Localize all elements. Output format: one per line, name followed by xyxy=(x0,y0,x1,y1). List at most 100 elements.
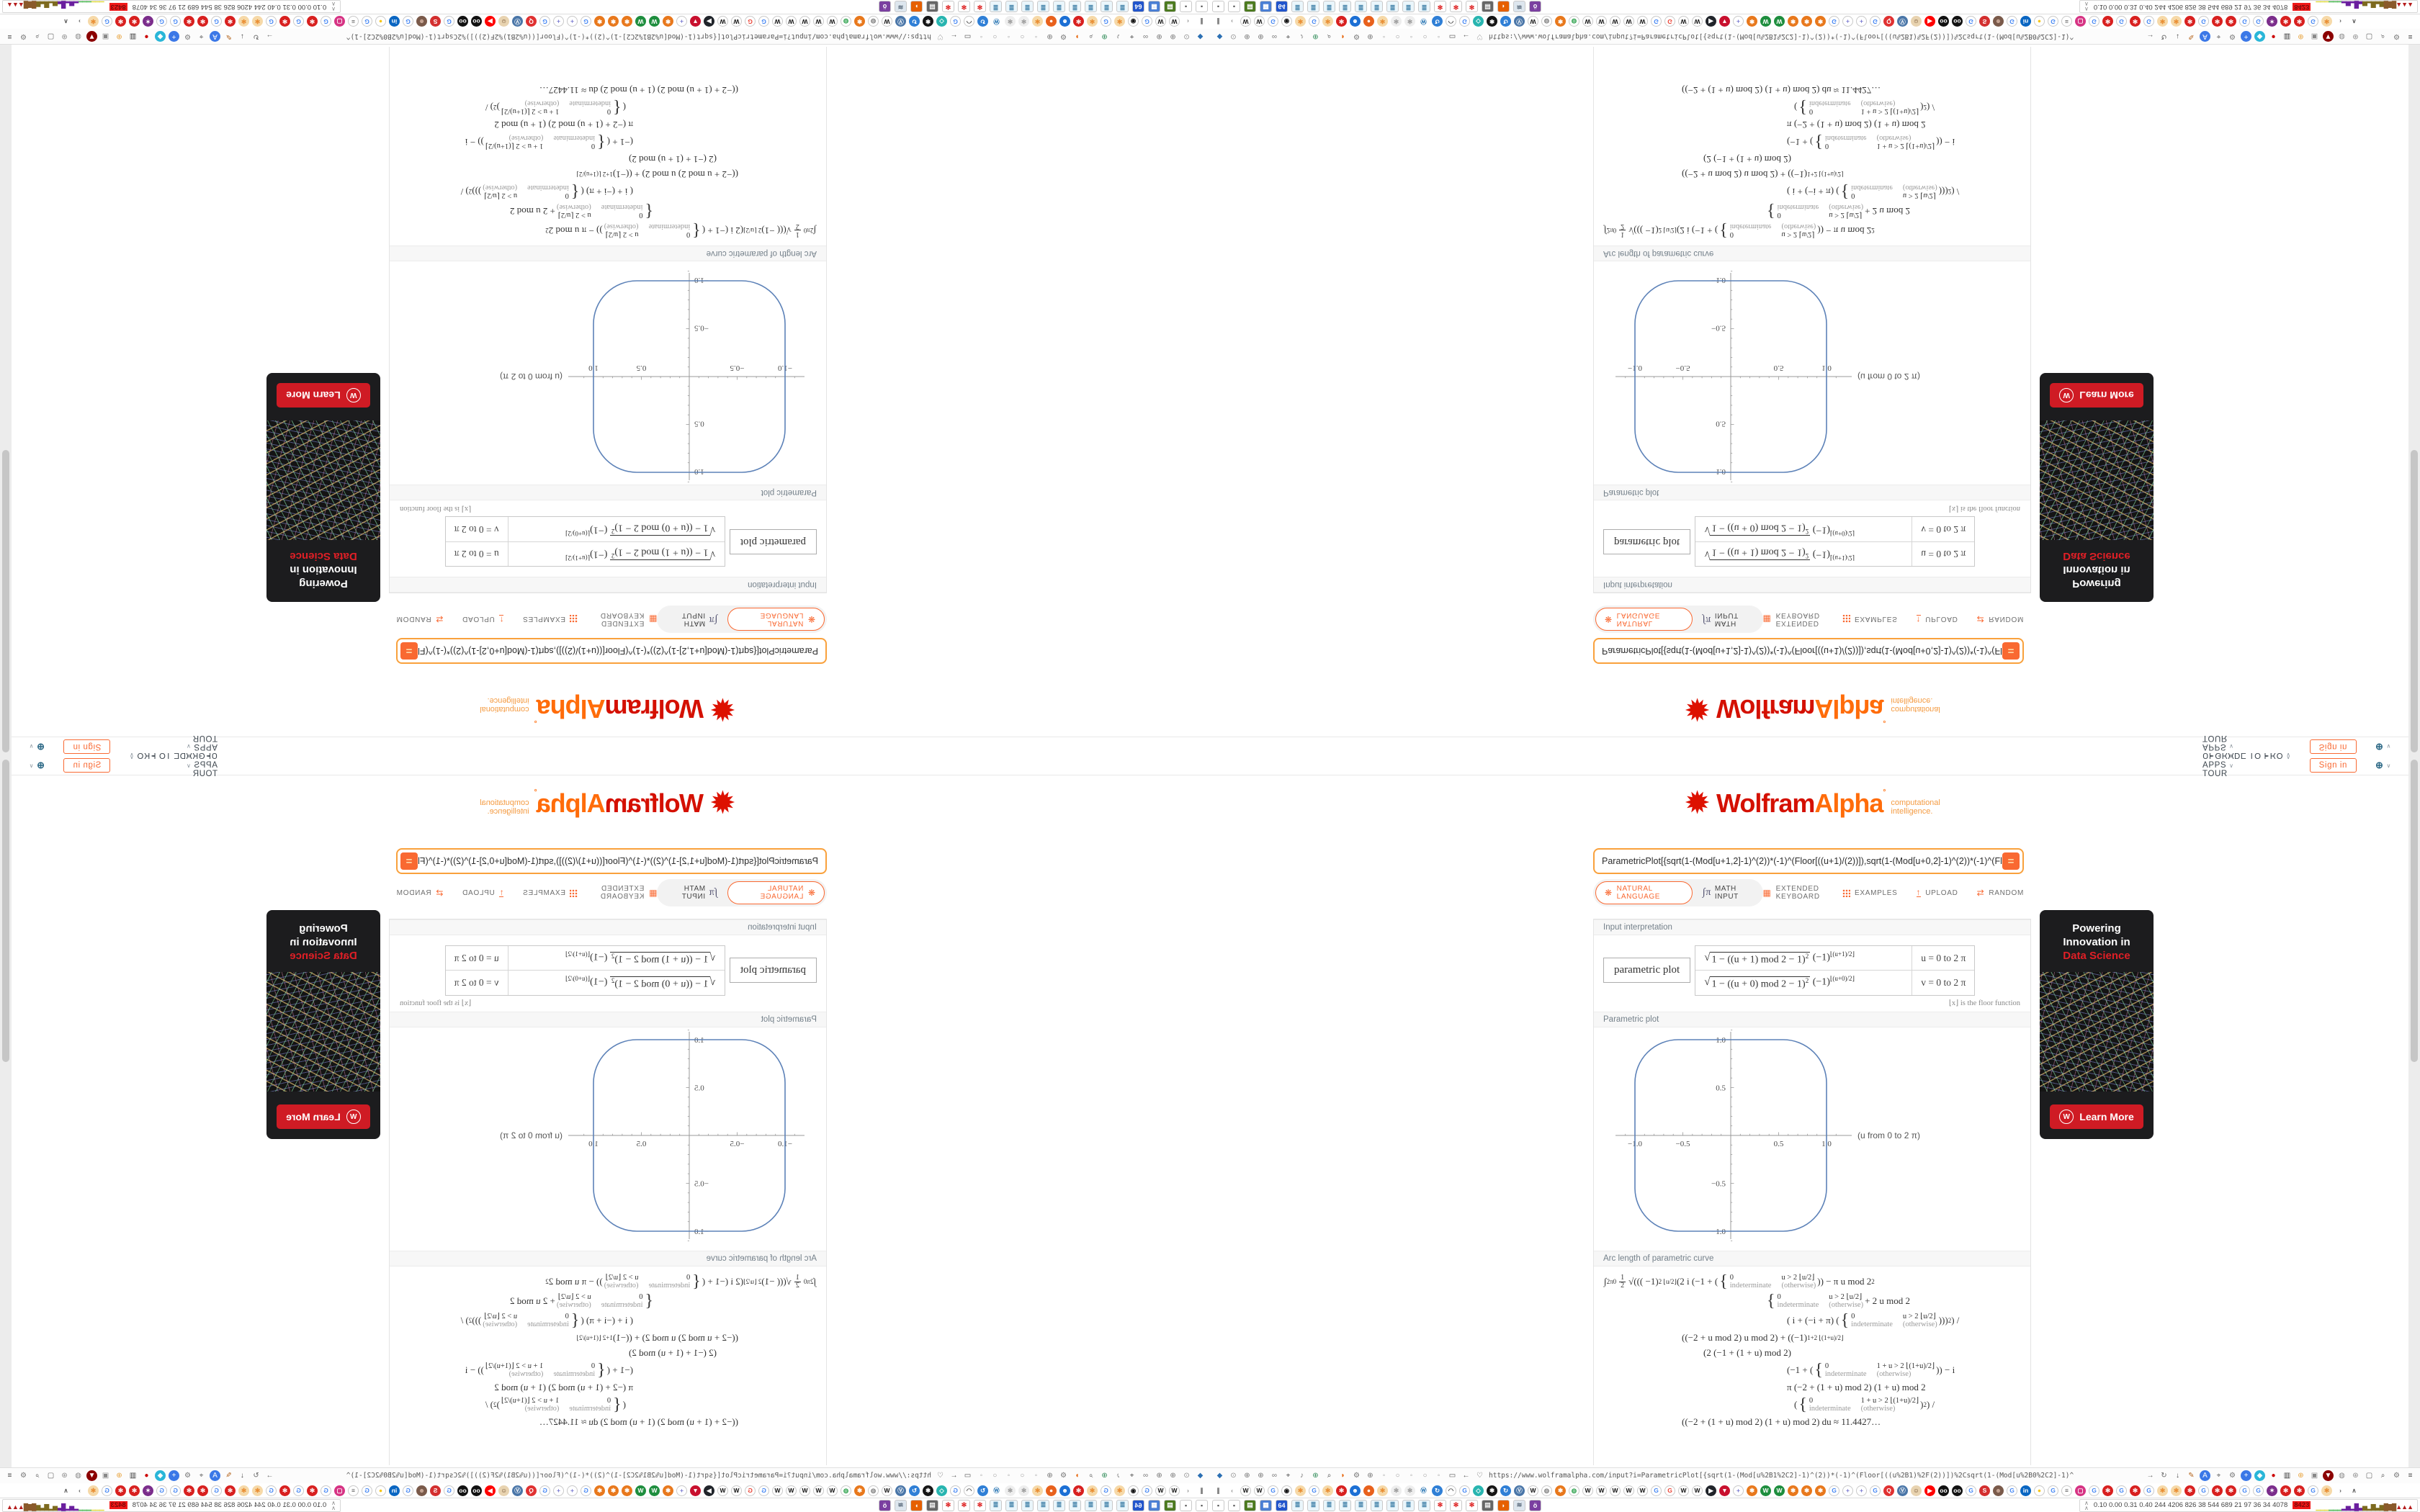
tab-favicon[interactable]: ✻ xyxy=(2294,1485,2305,1496)
tab-favicon[interactable]: ✱ xyxy=(1788,16,1798,27)
tab-favicon[interactable]: W xyxy=(882,16,892,27)
tab-favicon[interactable]: ✱ xyxy=(1555,1485,1566,1496)
toolbar-icon[interactable]: ⊕ xyxy=(1101,1472,1108,1480)
tab-favicon[interactable]: ∧ xyxy=(60,1485,71,1496)
tab-favicon[interactable]: ✻ xyxy=(2102,1485,2113,1496)
tab-favicon[interactable]: ☻ xyxy=(1059,1485,1070,1496)
toolbar-icon[interactable]: ⌕ xyxy=(1327,1472,1332,1480)
scrollbar-track[interactable] xyxy=(0,45,12,756)
tab-favicon[interactable]: ✻ xyxy=(1404,16,1415,27)
tab-favicon[interactable]: W xyxy=(635,1485,646,1496)
toolbar-icon[interactable]: ⊕ xyxy=(1101,32,1108,40)
extension-icon[interactable]: ⚙ xyxy=(2393,32,2400,40)
learn-more-button[interactable]: W Learn More xyxy=(2050,383,2143,408)
system-monitor-tray[interactable]: ∧ ∧ 0.10 0.00 0.31 0.40 244 4206 826 38 5… xyxy=(2079,1498,2418,1512)
tab-favicon[interactable]: ▼ xyxy=(1719,16,1730,27)
toolbar-icon[interactable]: ⌖ xyxy=(1129,32,1134,40)
taskbar-app-icon[interactable]: ≣ xyxy=(1005,1499,1018,1511)
taskbar-app-icon[interactable]: ✻ xyxy=(942,1,954,13)
random-button[interactable]: ⇄ RANDOM xyxy=(396,614,444,624)
tab-favicon[interactable]: G xyxy=(2308,16,2318,27)
tab-favicon[interactable]: ◉ xyxy=(1128,16,1139,27)
tab-favicon[interactable]: in xyxy=(389,16,400,27)
tab-favicon[interactable]: ✻ xyxy=(1322,1485,1333,1496)
tab-favicon[interactable]: G xyxy=(1459,16,1470,27)
extension-icon[interactable]: ● xyxy=(144,32,149,40)
tab-favicon[interactable]: ∥ xyxy=(1213,16,1224,27)
nav-menu-item[interactable]: UPGRADE TO PRO ∨ xyxy=(129,756,218,761)
toolbar-icon[interactable]: ◦ xyxy=(1034,32,1038,40)
taskbar-app-icon[interactable]: ▦ xyxy=(1148,1499,1160,1511)
tab-favicon[interactable]: G xyxy=(362,16,372,27)
tab-favicon[interactable]: ∧ xyxy=(2349,16,2360,27)
tab-favicon[interactable]: G xyxy=(2253,1485,2264,1496)
tab-favicon[interactable]: G xyxy=(2116,1485,2127,1496)
tab-favicon[interactable]: W xyxy=(1678,16,1689,27)
tab-favicon[interactable]: ✻ xyxy=(1114,1485,1125,1496)
tab-favicon[interactable]: ∥ xyxy=(1213,1485,1224,1496)
tab-favicon[interactable]: ✶ xyxy=(143,16,153,27)
taskbar-app-icon[interactable]: ≋ xyxy=(1513,1499,1525,1511)
extension-icon[interactable]: ● xyxy=(2271,1472,2276,1480)
tab-favicon[interactable]: + xyxy=(1842,1485,1853,1496)
tab-favicon[interactable]: G xyxy=(444,16,454,27)
taskbar-app-icon[interactable]: ≣ xyxy=(1005,1,1018,13)
tab-favicon[interactable]: G xyxy=(1268,16,1278,27)
tab-favicon[interactable]: Ⓥ xyxy=(512,1485,523,1496)
tab-favicon[interactable]: G xyxy=(1651,1485,1662,1496)
tab-favicon[interactable]: ✻ xyxy=(2130,16,2141,27)
tab-favicon[interactable]: W xyxy=(1155,16,1166,27)
sidebar-ad[interactable]: Powering Innovation in Data Science W Le… xyxy=(266,373,380,602)
examples-button[interactable]: EXAMPLES xyxy=(1842,888,1898,897)
sidebar-ad[interactable]: Powering Innovation in Data Science W Le… xyxy=(266,910,380,1139)
tab-favicon[interactable]: G xyxy=(170,16,181,27)
toolbar-icon[interactable]: ♡ xyxy=(1476,32,1483,40)
tab-favicon[interactable]: ✻ xyxy=(2321,1485,2332,1496)
system-monitor-tray[interactable]: ∧ ∧ 0.10 0.00 0.31 0.40 244 4206 826 38 5… xyxy=(2,1498,341,1512)
tab-favicon[interactable]: Ⓦ xyxy=(991,16,1002,27)
tab-favicon[interactable]: W xyxy=(649,16,660,27)
tab-favicon[interactable]: ‹ xyxy=(1227,1485,1237,1496)
tab-favicon[interactable]: W xyxy=(1623,1485,1634,1496)
tab-favicon[interactable]: G xyxy=(1966,16,1976,27)
tab-favicon[interactable]: ↻ xyxy=(1432,1485,1443,1496)
taskbar-app-icon[interactable]: ▪ xyxy=(1196,1499,1208,1511)
extension-icon[interactable]: ▥ xyxy=(2283,32,2291,40)
tab-favicon[interactable]: G xyxy=(1870,16,1881,27)
language-selector[interactable]: ⊕ ∨ xyxy=(29,760,45,771)
tab-favicon[interactable]: in xyxy=(2020,1485,2031,1496)
tab-favicon[interactable]: ✻ xyxy=(1377,1485,1388,1496)
extension-icon[interactable]: ◆ xyxy=(155,31,166,42)
extension-icon[interactable]: ▥ xyxy=(2283,1472,2291,1480)
toolbar-icon[interactable]: ∞ xyxy=(1271,1472,1278,1480)
tab-favicon[interactable]: oo xyxy=(1938,1485,1949,1496)
tab-favicon[interactable]: › xyxy=(74,16,85,27)
math-input-tab[interactable]: ∫π MATH INPUT xyxy=(681,885,718,901)
address-bar[interactable]: https://www.wolframalpha.com/input?i=Par… xyxy=(346,32,931,40)
tab-favicon[interactable]: ↻ xyxy=(1500,1485,1511,1496)
extension-icon[interactable]: ⚙ xyxy=(2229,32,2236,40)
extension-icon[interactable]: ▣ xyxy=(2311,1472,2318,1480)
tab-favicon[interactable]: G xyxy=(156,1485,167,1496)
language-selector[interactable]: ⊕ ∨ xyxy=(29,741,45,752)
upload-button[interactable]: ↑ UPLOAD xyxy=(462,615,504,625)
extension-icon[interactable]: ◍ xyxy=(2339,1472,2345,1480)
examples-button[interactable]: EXAMPLES xyxy=(522,615,578,624)
extension-icon[interactable]: + xyxy=(169,31,179,42)
toolbar-icon[interactable]: ⊕ xyxy=(1047,1472,1053,1480)
toolbar-icon[interactable]: ○ xyxy=(1422,1472,1428,1480)
extension-icon[interactable]: ⊕ xyxy=(116,1472,122,1480)
nav-menu-item[interactable]: UPGRADE TO PRO ∨ xyxy=(129,751,218,756)
extension-icon[interactable]: ✎ xyxy=(2188,32,2195,40)
tab-favicon[interactable]: ◍ xyxy=(1541,16,1552,27)
taskbar-app-icon[interactable]: ▦ xyxy=(1148,1,1160,13)
tab-favicon[interactable]: G xyxy=(1309,1485,1319,1496)
parametric-plot-pod[interactable]: −1.0 −0.5 0.5 1.0 −1.0 −0.5 0.5 1.0 (u from 0 t… xyxy=(1594,261,2030,485)
tab-favicon[interactable]: ✻ xyxy=(1336,1485,1347,1496)
tab-favicon[interactable]: ◇ xyxy=(936,16,947,27)
extension-icon[interactable]: ⚙ xyxy=(184,32,191,40)
extension-icon[interactable]: ⌕ xyxy=(35,1472,40,1480)
tab-favicon[interactable]: G xyxy=(2198,1485,2209,1496)
toolbar-icon[interactable]: ◦ xyxy=(1437,1472,1440,1480)
extension-icon[interactable]: ↻ xyxy=(2161,1472,2167,1480)
